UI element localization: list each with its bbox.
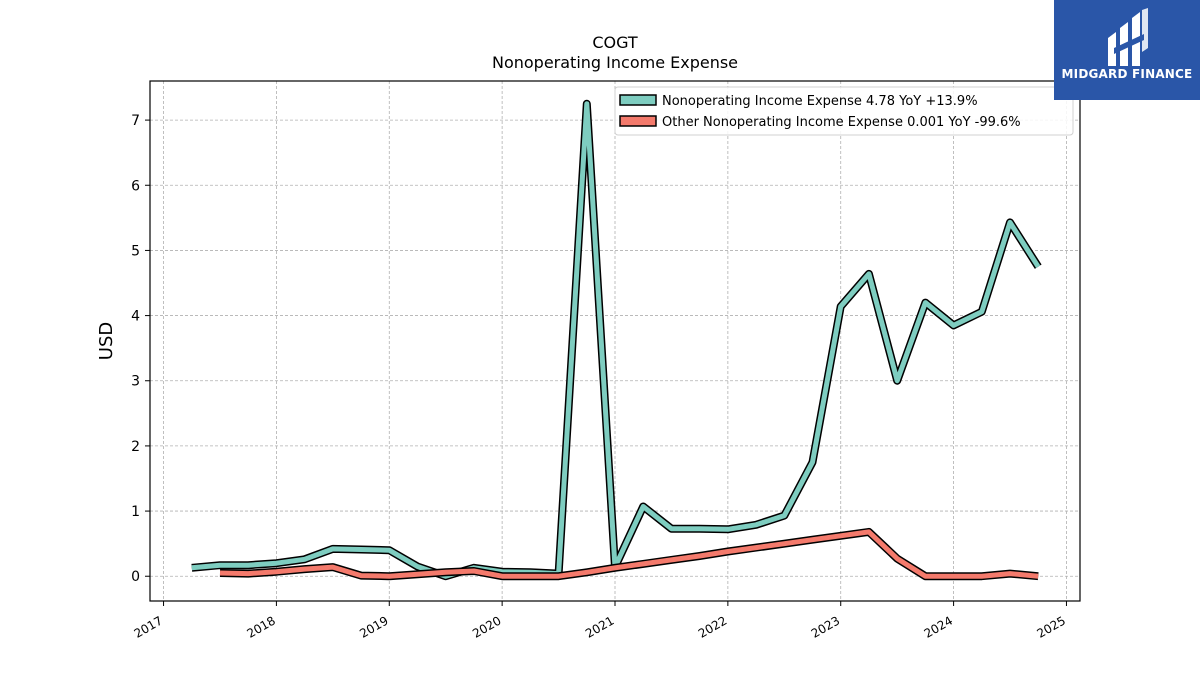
legend-label-1: Nonoperating Income Expense 4.78 YoY +13… <box>662 94 978 109</box>
y-tick-label: 7 <box>131 113 140 129</box>
legend-swatch-2 <box>619 115 657 127</box>
x-tick-label: 2022 <box>696 613 729 640</box>
y-tick-label: 6 <box>131 178 140 194</box>
chart-subtitle: Nonoperating Income Expense <box>492 53 738 72</box>
logo-text: MIDGARD FINANCE <box>1061 67 1193 81</box>
x-tick-label: 2021 <box>583 613 616 640</box>
y-tick-label: 5 <box>131 243 140 259</box>
y-tick-label: 3 <box>131 374 140 390</box>
x-tick-label: 2020 <box>470 613 503 640</box>
x-tick-label: 2019 <box>357 613 390 640</box>
y-tick-label: 2 <box>131 439 140 455</box>
y-tick-label: 1 <box>131 504 140 520</box>
x-tick-label: 2024 <box>922 613 955 640</box>
x-tick-label: 2018 <box>244 613 277 640</box>
y-tick-label: 4 <box>131 309 140 325</box>
x-tick-label: 2017 <box>132 613 165 640</box>
y-tick-label: 0 <box>131 569 140 585</box>
x-tick-label: 2025 <box>1035 613 1068 640</box>
legend-label-2: Other Nonoperating Income Expense 0.001 … <box>662 115 1021 130</box>
series-line-2 <box>219 529 1039 579</box>
midgard-finance-logo: MIDGARD FINANCE <box>1054 0 1200 100</box>
legend-box <box>614 86 1074 136</box>
legend-swatch-1 <box>619 94 657 106</box>
midgard-logo-icon <box>1108 8 1148 66</box>
x-tick-label: 2023 <box>809 613 842 640</box>
chart-title: COGT <box>592 33 638 52</box>
y-axis-label: USD <box>96 322 117 360</box>
